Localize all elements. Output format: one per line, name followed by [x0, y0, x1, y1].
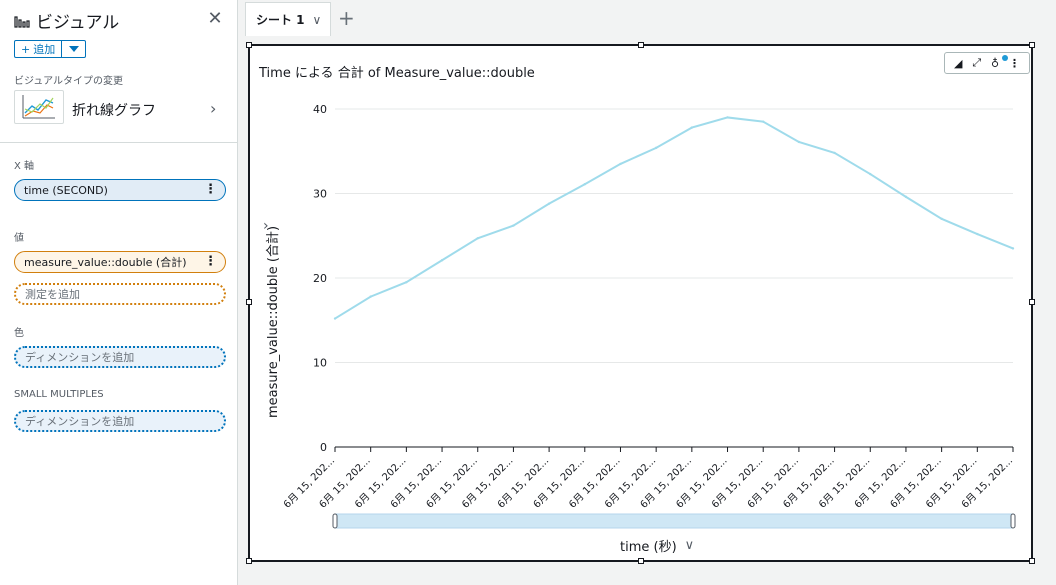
x-axis-field-well[interactable]: time (SECOND) ⋮	[14, 179, 226, 201]
panel-divider	[0, 142, 238, 143]
data-point	[869, 172, 872, 176]
visual-type-name[interactable]: 折れ線グラフ	[72, 103, 156, 119]
range-handle[interactable]	[332, 513, 338, 529]
small-multiples-label: SMALL MULTIPLES	[14, 389, 104, 400]
data-point	[405, 281, 408, 284]
y-tick-label: 20	[313, 272, 327, 285]
add-button-label: 追加	[33, 43, 56, 56]
color-label: 色	[14, 328, 24, 339]
y-tick-label: 10	[313, 357, 327, 370]
small-multiples-drop-zone[interactable]: ディメンションを追加	[14, 410, 226, 432]
add-button[interactable]: + 追加	[14, 40, 63, 58]
line-chart-icon	[22, 95, 55, 119]
resize-handle[interactable]	[246, 299, 252, 305]
range-handle[interactable]	[1010, 513, 1016, 529]
data-point	[512, 224, 515, 227]
color-placeholder: ディメンションを追加	[25, 351, 135, 364]
value-field: measure_value::double (合計)	[24, 256, 187, 269]
resize-handle[interactable]	[246, 558, 252, 564]
data-point	[904, 195, 908, 199]
more-options-icon[interactable]: ⋮	[204, 254, 217, 269]
bar-chart-icon	[14, 15, 30, 28]
add-split-button: + 追加	[14, 40, 87, 58]
resize-handle[interactable]	[638, 42, 644, 48]
data-point	[797, 140, 801, 144]
small-multiples-placeholder: ディメンションを追加	[25, 415, 135, 428]
series-line	[334, 116, 1014, 320]
chevron-down-icon[interactable]: ∨	[312, 12, 322, 27]
data-point	[583, 183, 586, 186]
visual-type-thumbnail[interactable]	[14, 90, 64, 124]
add-measure-drop-zone[interactable]: 測定を追加	[14, 283, 226, 305]
caret-down-icon	[68, 46, 79, 52]
resize-handle[interactable]	[1029, 299, 1035, 305]
x-axis-label: time (秒)	[620, 540, 677, 555]
x-axis-title[interactable]: time (秒) ∨	[620, 536, 694, 555]
y-tick-label: 40	[313, 103, 327, 116]
insight-bulb-icon[interactable]: ♁	[991, 56, 1000, 70]
visual-title[interactable]: Time による 合計 of Measure_value::double	[259, 66, 535, 81]
add-sheet-icon[interactable]: +	[338, 6, 355, 30]
add-measure-placeholder: 測定を追加	[25, 288, 80, 301]
y-tick-label: 0	[320, 441, 327, 454]
data-point	[619, 162, 622, 166]
tab-sheet-1[interactable]: シート 1 ∨	[245, 2, 331, 36]
panel-title: ビジュアル	[36, 13, 120, 33]
more-options-icon[interactable]: ⋮	[1009, 56, 1021, 70]
notification-dot	[1002, 55, 1008, 61]
value-label: 値	[14, 233, 24, 244]
visual-toolbar: ◢ ⤢ ♁ ⋮	[944, 52, 1030, 74]
close-icon[interactable]: ✕	[207, 8, 223, 29]
data-point	[976, 232, 979, 236]
data-point	[654, 146, 658, 150]
resize-handle[interactable]	[1029, 558, 1035, 564]
y-tick-label: 30	[313, 188, 327, 201]
range-scrollbar[interactable]	[334, 513, 1014, 529]
line-chart-visual[interactable]: Time による 合計 of Measure_value::double ◢ ⤢…	[246, 42, 1035, 564]
x-axis-field: time (SECOND)	[24, 183, 108, 197]
data-point	[440, 259, 444, 262]
resize-handle[interactable]	[638, 558, 644, 564]
data-point	[690, 126, 694, 129]
visual-panel: ビジュアル ✕ + 追加 ビジュアルタイプの変更 折れ線グラフ › X 軸 ti…	[0, 0, 238, 585]
data-point	[833, 151, 836, 155]
y-axis-chevron-icon[interactable]: ›	[263, 218, 269, 234]
data-point	[333, 317, 337, 320]
expand-icon[interactable]: ⤢	[972, 56, 982, 69]
panel-header: ビジュアル	[14, 8, 119, 33]
chevron-down-icon[interactable]: ∨	[684, 538, 695, 553]
add-dropdown-button[interactable]	[62, 40, 87, 58]
resize-handle[interactable]	[246, 42, 252, 48]
chart-type-icon[interactable]: ◢	[953, 56, 963, 70]
data-point	[1011, 247, 1015, 250]
chevron-right-icon[interactable]: ›	[210, 99, 217, 118]
data-point	[476, 237, 479, 240]
tab-label: シート 1	[256, 13, 305, 27]
data-point	[547, 202, 551, 205]
visual-type-label: ビジュアルタイプの変更	[14, 76, 123, 87]
data-point	[940, 217, 943, 221]
x-axis-label: X 軸	[14, 161, 35, 172]
more-options-icon[interactable]: ⋮	[204, 182, 217, 197]
color-drop-zone[interactable]: ディメンションを追加	[14, 346, 226, 368]
data-point	[726, 116, 729, 119]
plus-icon: +	[21, 42, 31, 56]
y-axis-label[interactable]: measure_value::double (合計)	[266, 225, 281, 418]
resize-handle[interactable]	[1029, 42, 1035, 48]
value-field-well[interactable]: measure_value::double (合計) ⋮	[14, 251, 226, 273]
sheet-tab-bar: シート 1 ∨ +	[238, 0, 1056, 36]
data-point	[762, 120, 765, 123]
data-point	[369, 295, 372, 298]
